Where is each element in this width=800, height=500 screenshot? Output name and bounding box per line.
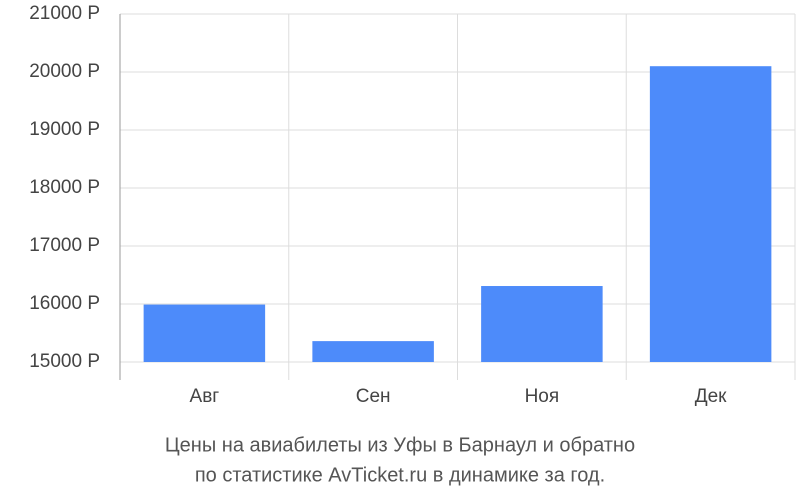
x-tick-label: Дек [695,386,727,407]
bar [143,304,266,362]
x-tick-label: Сен [356,386,391,407]
y-tick-label: 18000 Р [29,177,100,198]
y-tick-label: 20000 Р [29,61,100,82]
bar [312,341,434,362]
x-tick-label: Ноя [525,386,560,407]
bar [481,286,603,362]
y-tick-label: 17000 Р [29,235,100,256]
chart-title: Цены на авиабилеты из Уфы в Барнаул и об… [165,434,635,456]
y-tick-label: 15000 Р [29,351,100,372]
y-tick-label: 21000 Р [29,3,100,24]
y-tick-label: 16000 Р [29,293,100,314]
y-tick-label: 19000 Р [29,119,100,140]
x-tick-label: Авг [190,386,220,407]
bar [649,66,772,362]
chart-title: по статистике AvTicket.ru в динамике за … [195,464,605,486]
